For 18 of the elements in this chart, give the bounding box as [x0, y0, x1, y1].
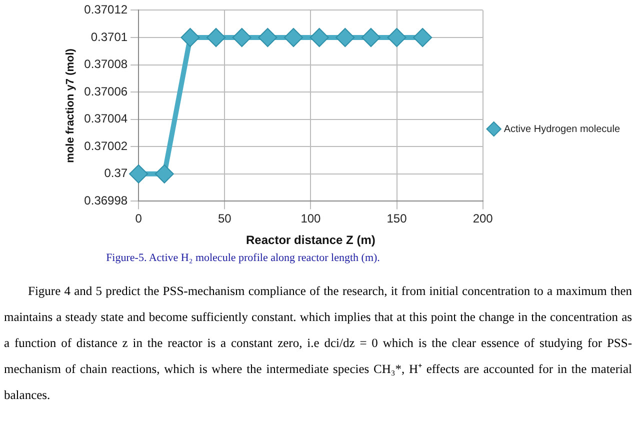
x-axis-title: Reactor distance Z (m) [246, 233, 376, 248]
y-tick-label: 0.36998 [84, 194, 128, 208]
caption: Figure 4 and 5 predict the PSS-mechanism compliance of the research, it from initial concentration to a maximum then maintains a steady state and become sufficiently constant. which implies that at this point the change in the concentration as a function of distance z in the reactor is a constant zero, i.e dci/dz = 0 which is the clear essence of studying for PSS-mechanism of chain reactions, which is where the intermediate species CH₃*, H⁺ effects are accounted for in the material balances. [3, 283, 633, 404]
x-tick-label: 150 [386, 212, 408, 226]
y-tick-label: 0.37002 [84, 138, 128, 153]
y-axis-title: mole fraction y7 (mol) [64, 48, 77, 163]
y-tick-label: 0.37012 [84, 2, 128, 17]
y-tick-label: 0.37006 [84, 84, 128, 98]
text: Figure-5. Active H₂ molecule profile along reactor length (m). [105, 252, 381, 264]
y-tick-label: 0.3701 [90, 30, 128, 44]
x-tick-label: 200 [472, 212, 494, 226]
x-tick-label: 50 [218, 212, 232, 226]
x-tick-label: 0 [135, 212, 142, 226]
y-tick-label: 0.37 [104, 166, 128, 180]
y-tick-label: 0.37004 [84, 112, 128, 126]
x-tick-label: 100 [300, 212, 322, 226]
y-tick-label: 0.37008 [84, 57, 128, 72]
legend-label: Active Hydrogen molecule [504, 124, 620, 135]
